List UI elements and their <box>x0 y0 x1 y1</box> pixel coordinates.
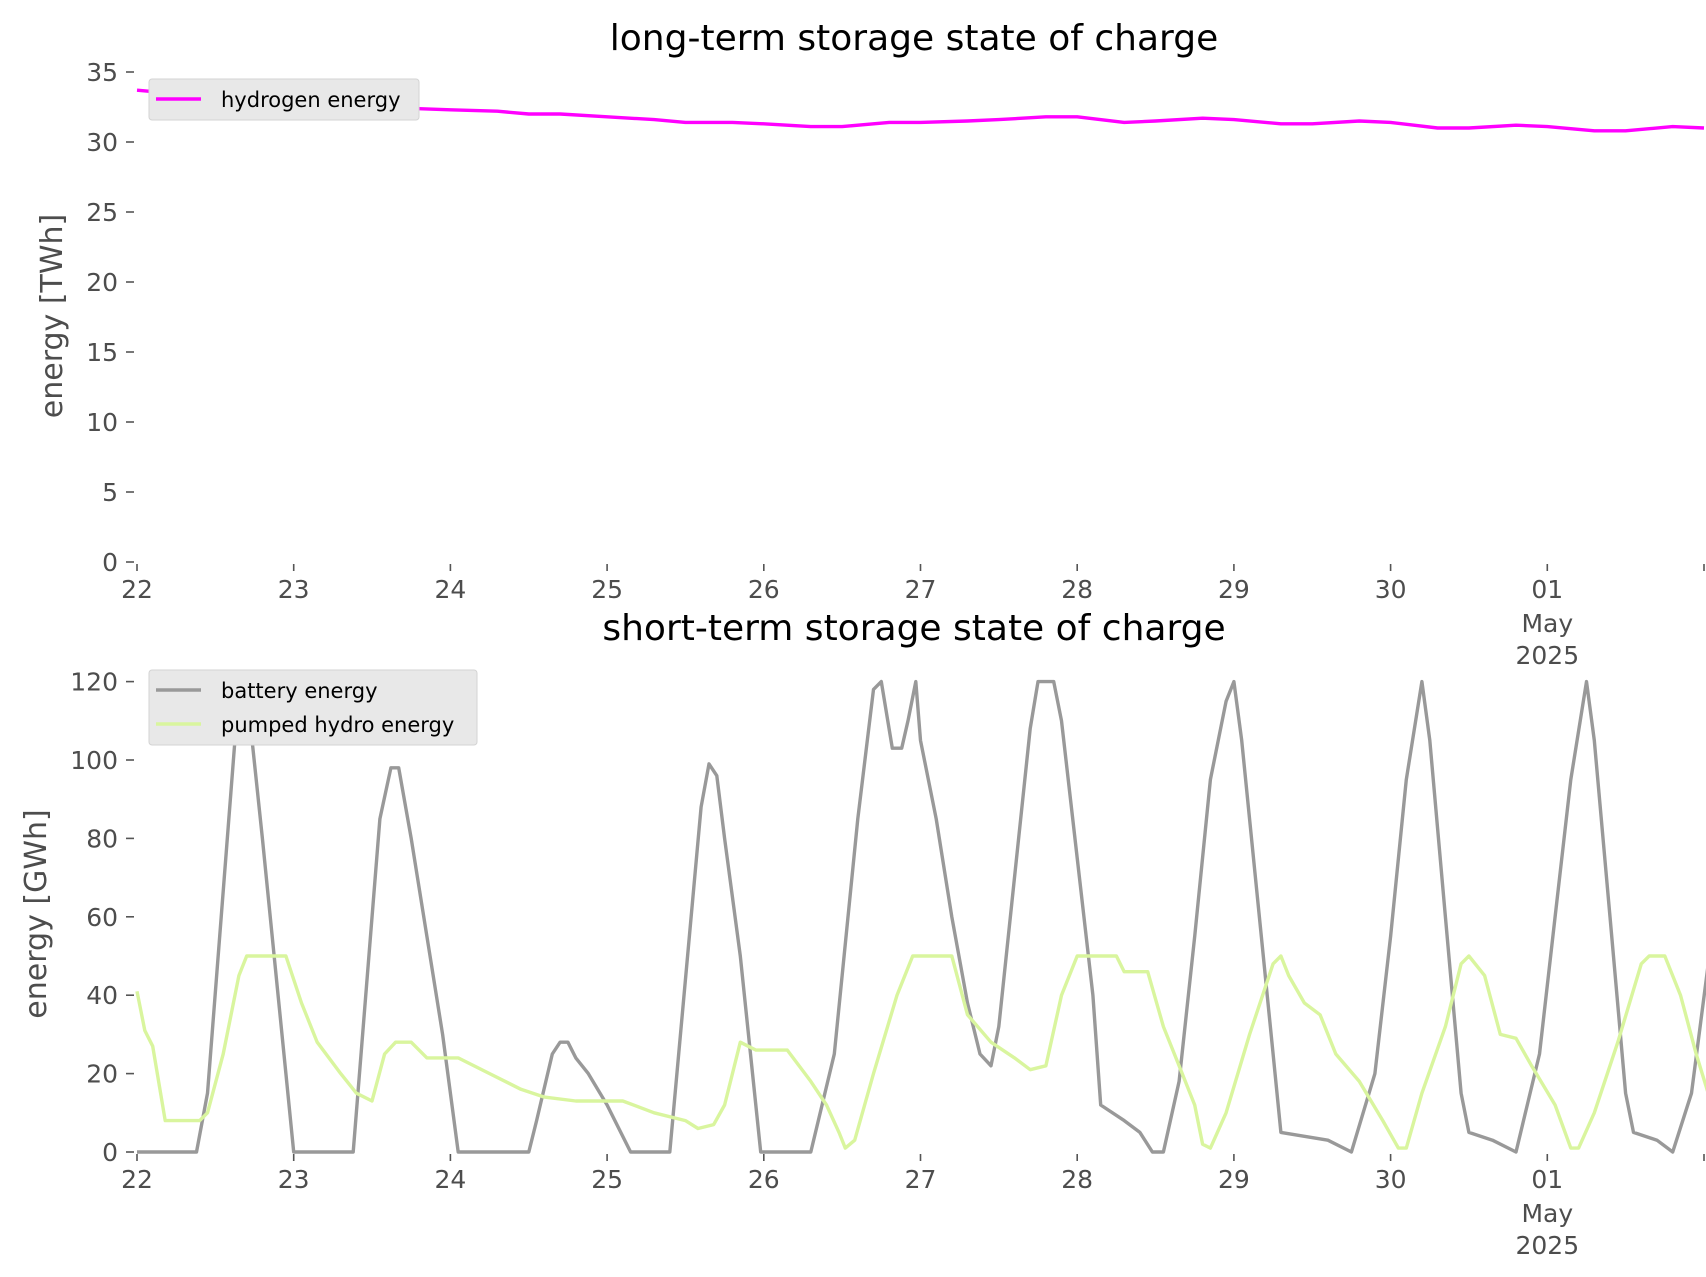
x-tick-label: 22 <box>121 575 153 604</box>
x-tick-label: 27 <box>905 575 937 604</box>
x-tick-sublabel: 2025 <box>1515 641 1579 670</box>
x-tick-label: 24 <box>434 1165 466 1194</box>
y-tick-label: 0 <box>102 1138 118 1167</box>
series-line-battery-energy <box>137 679 1706 1154</box>
x-tick-label: 01 <box>1531 575 1563 604</box>
y-tick-group: 0 20 40 60 80 100 120 <box>70 668 134 1167</box>
series-line-hydrogen-energy <box>136 88 1705 133</box>
y-axis-label: energy [GWh] <box>19 809 54 1018</box>
x-tick-label: 01 <box>1531 1165 1563 1194</box>
y-tick-label: 35 <box>86 58 118 87</box>
legend-box <box>148 78 420 121</box>
x-tick-label: 30 <box>1375 1165 1407 1194</box>
x-tick-label: 29 <box>1218 1165 1250 1194</box>
x-tick-label: 27 <box>905 1165 937 1194</box>
y-tick-label: 80 <box>86 824 118 853</box>
x-tick-label: 26 <box>748 1165 780 1194</box>
series-lines <box>135 679 1706 1154</box>
y-tick-label: 5 <box>102 478 118 507</box>
y-tick-label: 100 <box>70 746 118 775</box>
x-tick-label: 28 <box>1061 1165 1093 1194</box>
x-tick-label: 25 <box>591 1165 623 1194</box>
x-tick-label: 28 <box>1061 575 1093 604</box>
legend-label: hydrogen energy <box>221 88 401 112</box>
legend: battery energy pumped hydro energy <box>148 669 478 746</box>
y-axis-label: energy [TWh] <box>35 214 70 418</box>
y-tick-label: 30 <box>86 128 118 157</box>
x-tick-sublabel: May <box>1521 609 1573 638</box>
y-tick-label: 15 <box>86 338 118 367</box>
x-tick-label: 30 <box>1375 575 1407 604</box>
x-tick-sublabel: May <box>1521 1199 1573 1228</box>
x-tick-group: 22 23 24 25 26 27 28 29 30 01 May 2025 <box>121 564 1705 670</box>
x-tick-label: 22 <box>121 1165 153 1194</box>
legend-box <box>148 669 478 746</box>
x-tick-label: 25 <box>591 575 623 604</box>
short-term-storage-panel: short-term storage state of charge energ… <box>19 608 1706 1260</box>
y-tick-label: 10 <box>86 408 118 437</box>
y-tick-label: 120 <box>70 668 118 697</box>
x-tick-label: 23 <box>278 575 310 604</box>
x-tick-group: 22 23 24 25 26 27 28 29 30 01 May 2025 <box>121 1154 1705 1260</box>
long-term-storage-panel: long-term storage state of charge energy… <box>35 18 1705 670</box>
x-tick-label: 26 <box>748 575 780 604</box>
y-tick-label: 40 <box>86 981 118 1010</box>
series-lines <box>136 88 1705 133</box>
x-tick-label: 23 <box>278 1165 310 1194</box>
y-tick-label: 60 <box>86 903 118 932</box>
y-tick-group: 0 5 10 15 20 25 30 35 <box>86 58 134 577</box>
legend-label: battery energy <box>221 679 378 703</box>
chart-title: short-term storage state of charge <box>602 608 1225 649</box>
y-tick-label: 20 <box>86 268 118 297</box>
series-line-pumped-hydro-energy <box>135 954 1706 1150</box>
y-tick-label: 25 <box>86 198 118 227</box>
x-tick-label: 24 <box>434 575 466 604</box>
legend: hydrogen energy <box>148 78 420 121</box>
x-tick-label: 29 <box>1218 575 1250 604</box>
x-tick-sublabel: 2025 <box>1515 1231 1579 1260</box>
y-tick-label: 20 <box>86 1060 118 1089</box>
chart-title: long-term storage state of charge <box>610 18 1218 59</box>
y-tick-label: 0 <box>102 548 118 577</box>
legend-label: pumped hydro energy <box>221 713 454 737</box>
